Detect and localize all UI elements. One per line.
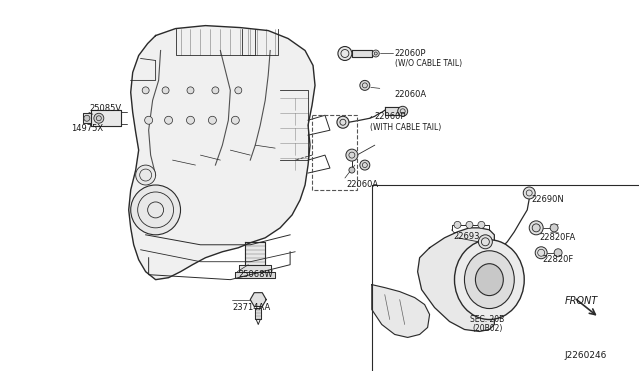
Circle shape — [479, 235, 492, 249]
Ellipse shape — [465, 251, 515, 308]
Circle shape — [532, 224, 540, 232]
Circle shape — [535, 247, 547, 259]
Polygon shape — [385, 107, 400, 115]
Circle shape — [187, 87, 194, 94]
Text: 22820F: 22820F — [542, 255, 573, 264]
Circle shape — [346, 149, 358, 161]
Ellipse shape — [476, 264, 503, 296]
Text: 22693: 22693 — [454, 232, 480, 241]
Circle shape — [136, 165, 156, 185]
Text: 22690N: 22690N — [531, 195, 564, 204]
Polygon shape — [91, 110, 121, 126]
Polygon shape — [418, 228, 494, 331]
Circle shape — [360, 80, 370, 90]
Text: (20B02): (20B02) — [472, 324, 502, 333]
Polygon shape — [236, 272, 275, 278]
Bar — [312, 115, 357, 190]
Ellipse shape — [454, 240, 524, 320]
Circle shape — [337, 116, 349, 128]
Polygon shape — [250, 293, 266, 307]
Circle shape — [162, 87, 169, 94]
Circle shape — [131, 185, 180, 235]
Circle shape — [550, 224, 558, 232]
Text: 22820FA: 22820FA — [539, 233, 575, 242]
Polygon shape — [83, 113, 91, 123]
Circle shape — [186, 116, 195, 124]
Circle shape — [94, 113, 104, 123]
Polygon shape — [372, 285, 429, 337]
Circle shape — [164, 116, 173, 124]
Circle shape — [372, 50, 380, 57]
Text: SEC. 20B: SEC. 20B — [470, 314, 504, 324]
Text: J2260246: J2260246 — [564, 352, 607, 360]
Circle shape — [524, 187, 535, 199]
Text: 22060A: 22060A — [395, 90, 427, 99]
Polygon shape — [255, 308, 261, 320]
Circle shape — [145, 116, 152, 124]
Circle shape — [478, 221, 485, 228]
Circle shape — [231, 116, 239, 124]
Text: 14975X: 14975X — [71, 124, 103, 133]
Text: 22060P: 22060P — [375, 112, 406, 121]
Circle shape — [466, 221, 473, 228]
Polygon shape — [352, 49, 372, 58]
Circle shape — [349, 167, 355, 173]
Text: 22060A: 22060A — [346, 180, 378, 189]
Circle shape — [212, 87, 219, 94]
Circle shape — [338, 46, 352, 61]
Text: (W/O CABLE TAIL): (W/O CABLE TAIL) — [395, 60, 462, 68]
Text: 22060P: 22060P — [395, 48, 426, 58]
Circle shape — [554, 249, 562, 257]
Circle shape — [142, 87, 149, 94]
Polygon shape — [129, 26, 315, 280]
Circle shape — [84, 115, 90, 121]
Circle shape — [360, 160, 370, 170]
Text: 25085V: 25085V — [90, 104, 122, 113]
Circle shape — [235, 87, 242, 94]
Text: FRONT: FRONT — [565, 296, 598, 305]
Polygon shape — [245, 242, 265, 265]
Text: (WITH CABLE TAIL): (WITH CABLE TAIL) — [370, 123, 441, 132]
Circle shape — [529, 221, 543, 235]
Text: 25068W: 25068W — [238, 270, 273, 279]
Text: 23714AA: 23714AA — [232, 302, 271, 312]
Circle shape — [454, 221, 461, 228]
Circle shape — [397, 106, 408, 116]
Circle shape — [209, 116, 216, 124]
Polygon shape — [239, 265, 271, 272]
